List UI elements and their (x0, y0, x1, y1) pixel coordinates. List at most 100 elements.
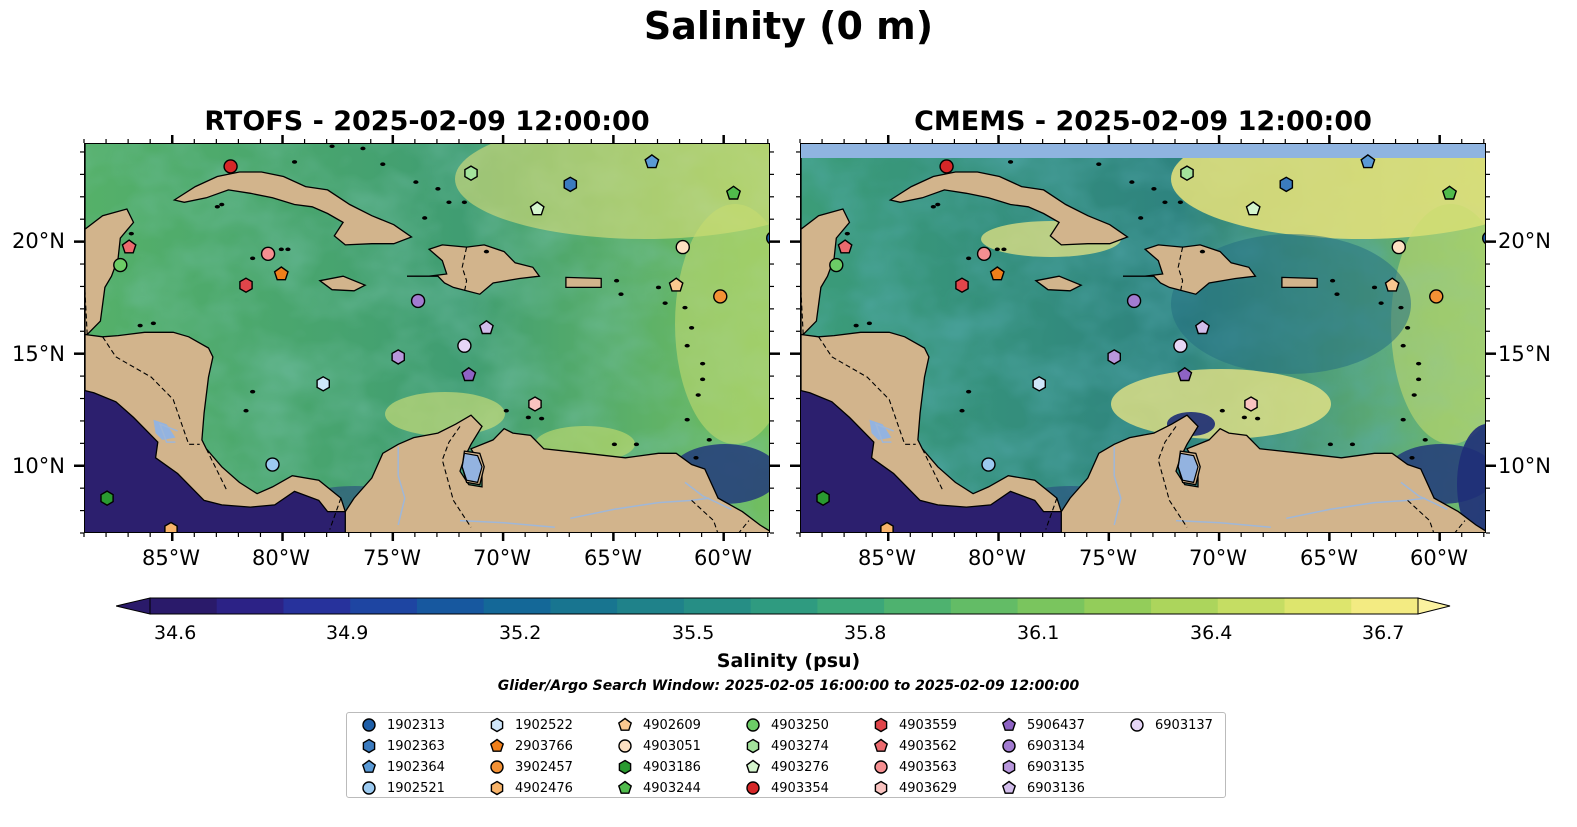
country-border (738, 520, 750, 532)
lon-label: 65°W (1300, 546, 1358, 570)
legend-marker (362, 781, 376, 795)
small-island (413, 180, 419, 184)
colorbar-level (617, 598, 685, 614)
hexagon-marker-icon (362, 738, 376, 754)
small-island (853, 323, 859, 328)
small-island (1219, 408, 1225, 413)
river (1175, 519, 1271, 529)
float-marker-4903562 (121, 239, 137, 254)
float-marker-5906437 (461, 366, 477, 382)
small-island (959, 408, 965, 413)
small-island (1096, 162, 1102, 166)
colorbar-tick: 36.1 (1017, 622, 1060, 644)
lat-label: 10°N (1498, 454, 1551, 478)
float-marker-4902609 (668, 277, 684, 292)
pacific-ocean (801, 390, 1062, 532)
float-marker-1902313 (1482, 232, 1485, 244)
small-island (291, 160, 298, 164)
country-border (1407, 499, 1435, 532)
float-marker-4903186 (100, 490, 114, 507)
colorbar-outline (149, 597, 1419, 615)
float-marker-6903136 (478, 319, 494, 335)
float-marker-4903274 (1180, 165, 1194, 182)
small-island (329, 144, 335, 149)
small-island (1404, 325, 1411, 330)
lon-label: 85°W (142, 546, 200, 570)
legend-marker (362, 718, 376, 732)
small-island (1349, 442, 1356, 447)
hexagon-marker-icon (490, 717, 504, 733)
float-marker-1902363 (563, 176, 578, 193)
hexagon-marker-icon (874, 717, 888, 733)
float-marker-4903559 (239, 277, 253, 294)
colorbar-tick: 34.6 (154, 622, 197, 644)
country-border (801, 291, 804, 335)
small-island (150, 321, 156, 326)
float-marker-3902457 (1429, 289, 1444, 304)
pentagon-marker-icon (361, 759, 377, 773)
right-panel-title: CMEMS - 2025-02-09 12:00:00 (914, 106, 1372, 137)
lat-label: 10°N (12, 454, 65, 478)
small-island (662, 301, 668, 305)
colorbar-level (483, 598, 552, 614)
small-island (250, 256, 256, 261)
colorbar-level (1284, 598, 1352, 614)
legend-label: 4903354 (771, 780, 829, 796)
legend-label: 4903186 (643, 759, 701, 775)
legend-item-4903562: 4903562 (873, 737, 957, 755)
legend-item-4903186: 4903186 (617, 758, 701, 776)
small-island (1378, 301, 1384, 305)
legend-marker (362, 738, 376, 754)
colorbar-level (884, 598, 952, 614)
float-marker-4903563 (260, 246, 276, 262)
small-island (128, 231, 134, 236)
circle-marker-icon (490, 760, 504, 774)
colorbar-level (150, 598, 218, 614)
float-marker-4903250 (113, 257, 128, 273)
float-marker-4903354 (939, 159, 954, 174)
small-island (435, 187, 441, 191)
river (459, 519, 555, 529)
small-island (538, 416, 545, 421)
country-border (1177, 246, 1184, 293)
lon-label: 65°W (584, 546, 642, 570)
small-island (1416, 377, 1422, 382)
legend-item-1902522: 1902522 (489, 716, 573, 734)
legend-item-1902364: 1902364 (361, 758, 445, 776)
float-marker-4903051 (1391, 239, 1406, 255)
float-marker-4903354 (223, 159, 238, 174)
small-island (1138, 216, 1144, 220)
legend-item-4903274: 4903274 (745, 737, 829, 755)
colorbar-level (350, 598, 418, 614)
search-window-subtitle: Glider/Argo Search Window: 2025-02-05 16… (497, 678, 1080, 694)
colorbar-level (1217, 598, 1286, 614)
lat-label: 15°N (1498, 342, 1551, 366)
float-marker-4903186 (816, 490, 830, 507)
country-border (461, 246, 468, 293)
small-island (994, 247, 1000, 252)
colorbar-tick: 35.2 (499, 622, 542, 644)
circle-marker-icon (362, 718, 376, 732)
small-island (700, 377, 706, 382)
circle-marker-icon (874, 760, 888, 774)
small-island (360, 146, 366, 151)
legend-marker (618, 739, 632, 753)
country-border (205, 448, 227, 490)
pentagon-marker-icon (617, 780, 633, 794)
float-marker-4903244 (1441, 185, 1458, 200)
lat-label: 20°N (12, 229, 65, 253)
no-data-band (801, 144, 1485, 158)
small-island (1411, 393, 1417, 397)
circle-marker-icon (1002, 739, 1016, 753)
small-island (684, 343, 690, 348)
float-marker-4902476 (880, 521, 894, 532)
float-marker-4903051 (675, 239, 690, 255)
legend-marker (1001, 717, 1017, 731)
lon-label: 70°W (1189, 546, 1247, 570)
small-island (380, 162, 386, 166)
river (570, 497, 710, 520)
legend-label: 4903629 (899, 780, 957, 796)
colorbar-level (1084, 598, 1152, 614)
float-marker-4903562 (837, 239, 853, 254)
river (158, 422, 178, 443)
